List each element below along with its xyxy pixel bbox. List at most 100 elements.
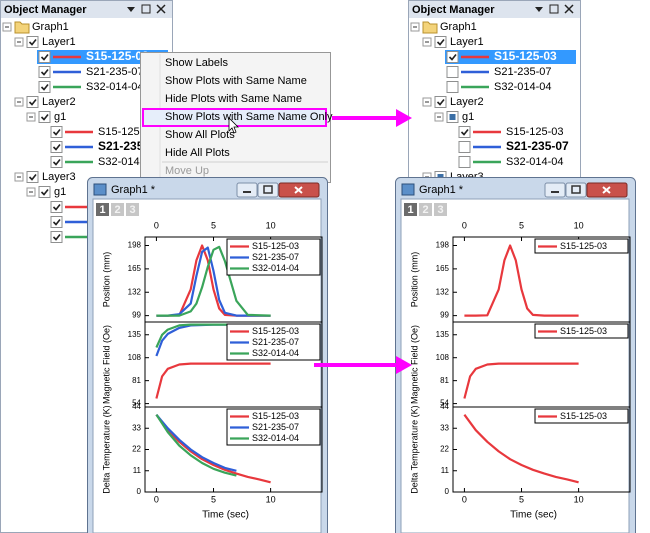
- tree-label: Layer1: [450, 36, 484, 48]
- tree-label: S15-125-03: [86, 49, 149, 63]
- tree-label: Layer2: [42, 96, 76, 108]
- y-tick-label: 165: [436, 264, 450, 273]
- layer-tab: [111, 203, 124, 216]
- checkbox: [50, 231, 63, 243]
- check-mark: [40, 84, 49, 91]
- y-tick-label: 132: [436, 287, 450, 296]
- tree-label: g1: [54, 186, 66, 198]
- y-tick-label: 132: [128, 287, 142, 296]
- menu-item: Show Labels: [165, 57, 228, 69]
- x-axis-label: Time (sec): [510, 510, 557, 521]
- y-tick-label: 81: [132, 376, 141, 385]
- tree-label: S15-125-03: [494, 49, 557, 63]
- close-glyph: [294, 186, 303, 194]
- checkbox: [26, 36, 39, 48]
- legend-label: S21-235-07: [252, 337, 299, 347]
- checkbox: [26, 96, 39, 108]
- tree-label: S21-235-07: [494, 66, 552, 78]
- checkbox: [458, 141, 471, 153]
- window-icon: [93, 183, 107, 196]
- x-tick-label-top: 10: [574, 220, 584, 230]
- y-tick-label: 33: [440, 423, 449, 432]
- x-tick-label-top: 10: [266, 220, 276, 230]
- y-axis-label: Magnetic Field (Oe): [101, 325, 111, 404]
- menu-item: Show Plots with Same Name: [165, 75, 307, 87]
- x-tick-label: 5: [211, 494, 216, 504]
- tree-label: S32-014-04: [494, 81, 552, 93]
- checkbox: [434, 96, 447, 108]
- checkbox: [38, 66, 51, 78]
- y-tick-label: 108: [128, 353, 142, 362]
- x-axis-label: Time (sec): [202, 510, 249, 521]
- legend-label: S15-125-03: [560, 411, 607, 421]
- layer-tab-label: 2: [422, 204, 428, 216]
- y-tick-label: 54: [132, 399, 141, 408]
- y-tick-label: 99: [132, 311, 141, 320]
- y-tick-label: 198: [436, 241, 450, 250]
- y-axis-label: Position (mm): [409, 252, 419, 308]
- window-icon: [401, 183, 415, 196]
- tree-label: g1: [54, 111, 66, 123]
- data-line: [463, 414, 579, 484]
- y-tick-label: 33: [132, 423, 141, 432]
- checkbox: [446, 66, 459, 78]
- y-axis-label: Magnetic Field (Oe): [409, 325, 419, 404]
- tree-label: Graph1: [32, 21, 69, 33]
- data-line: [155, 362, 271, 399]
- check-mark: [52, 204, 61, 211]
- data-line: [155, 413, 237, 472]
- y-axis-label: Delta Temperature (K): [101, 405, 111, 493]
- y-tick-label: 135: [436, 330, 450, 339]
- check-mark: [28, 174, 37, 181]
- layer-tab: [126, 203, 139, 216]
- minimize-button: [544, 182, 566, 198]
- selection-highlight: [445, 50, 576, 64]
- y-tick-label: 135: [128, 330, 142, 339]
- layer-tab-label: 1: [99, 204, 105, 216]
- data-line: [463, 362, 579, 399]
- y-tick-label: 44: [132, 402, 141, 411]
- check-mark: [40, 54, 49, 61]
- check-mark: [28, 99, 37, 106]
- tree-label: Graph1: [440, 21, 477, 33]
- legend-label: S21-235-07: [252, 422, 299, 432]
- arrow-head: [396, 109, 412, 127]
- panel-title: Object Manager: [412, 4, 495, 16]
- x-tick-label: 0: [462, 494, 467, 504]
- legend-label: S32-014-04: [252, 433, 299, 443]
- legend-box: [534, 323, 629, 339]
- partial-mark: [449, 114, 456, 120]
- legend-box: [534, 238, 629, 254]
- menu-item: Move Up: [165, 165, 209, 177]
- title-bar: [1, 1, 172, 18]
- check-mark: [40, 114, 49, 121]
- legend-label: S15-125-03: [560, 326, 607, 336]
- maximize-button: [257, 182, 279, 198]
- maximize-button: [565, 182, 587, 198]
- checkbox: [38, 51, 51, 63]
- check-mark: [436, 39, 445, 46]
- checkbox: [50, 201, 63, 213]
- float-icon: [549, 4, 559, 14]
- y-tick-label: 22: [132, 445, 141, 454]
- check-mark: [460, 129, 469, 136]
- y-tick-label: 108: [436, 353, 450, 362]
- checkbox: [446, 51, 459, 63]
- y-tick-label: 198: [128, 241, 142, 250]
- menu-item: Show Plots with Same Name Only: [165, 111, 333, 123]
- data-line: [464, 244, 579, 317]
- x-tick-label-top: 5: [519, 220, 524, 230]
- legend-box: [534, 408, 629, 424]
- check-mark: [52, 234, 61, 241]
- x-tick-label: 10: [574, 494, 584, 504]
- check-mark: [52, 144, 61, 151]
- checkbox: [434, 36, 447, 48]
- maximize-glyph: [263, 185, 273, 194]
- x-tick-label-top: 5: [211, 220, 216, 230]
- checkbox: [458, 126, 471, 138]
- legend-label: S21-235-07: [252, 252, 299, 262]
- checkbox: [26, 171, 39, 183]
- x-tick-label-top: 0: [462, 220, 467, 230]
- selection-highlight: [37, 50, 168, 64]
